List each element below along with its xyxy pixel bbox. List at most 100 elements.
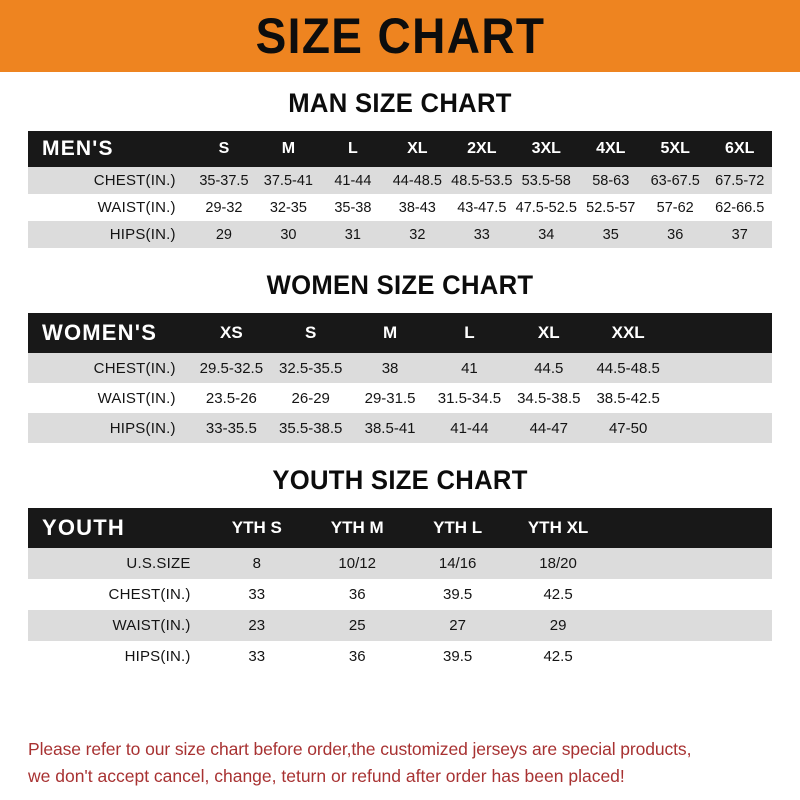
section-youth: YOUTH SIZE CHART YOUTH YTH S YTH M YTH L YTH… [28,443,772,672]
measurement-value: 57-62 [642,194,708,221]
size-column-header: YTH M [306,508,408,548]
measurement-label: HIPS(IN.) [28,641,207,672]
measurement-value: 35-37.5 [191,167,257,194]
measurement-value: 48.5-53.5 [449,167,515,194]
size-column-header: M [256,131,321,167]
measurement-value: 39.5 [407,641,508,672]
size-column-header: M [350,313,430,353]
measurement-value: 29.5-32.5 [191,353,272,383]
measurement-value: 32.5-35.5 [271,353,351,383]
measurement-value: 31 [320,221,386,248]
section-title-youth: YOUTH SIZE CHART [272,465,528,495]
table-header-row: WOMEN'S XS S M L XL XXL [28,313,772,353]
row-spacer [667,353,772,383]
size-column-header: YTH S [206,508,307,548]
measurement-value: 35-38 [320,194,386,221]
measurement-value: 29-32 [191,194,257,221]
table-row: CHEST(IN.) 33 36 39.5 42.5 [28,579,772,610]
table-row: WAIST(IN.) 29-32 32-35 35-38 38-43 43-47.5 47.… [28,194,772,221]
row-spacer [608,579,772,610]
measurement-value: 26-29 [271,383,351,413]
measurement-value: 44-47 [509,413,589,443]
measurement-value: 33-35.5 [191,413,272,443]
measurement-value: 63-67.5 [642,167,708,194]
measurement-value: 8 [206,548,307,579]
size-column-header: 5XL [642,131,708,167]
measurement-value: 23.5-26 [191,383,272,413]
measurement-value: 62-66.5 [707,194,772,221]
measurement-value: 14/16 [407,548,508,579]
measurement-label: WAIST(IN.) [28,610,207,641]
measurement-value: 41-44 [320,167,386,194]
measurement-label: WAIST(IN.) [28,194,192,221]
measurement-label: CHEST(IN.) [28,167,192,194]
table-row: CHEST(IN.) 29.5-32.5 32.5-35.5 38 41 44.5 44.5… [28,353,772,383]
measurement-value: 35 [578,221,643,248]
measurement-value: 52.5-57 [578,194,643,221]
measurement-label: HIPS(IN.) [28,413,192,443]
youth-size-table: YOUTH YTH S YTH M YTH L YTH XL U.S.SIZE 8 10/12… [28,508,772,672]
footer-note: Please refer to our size chart before or… [0,722,800,800]
measurement-value: 31.5-34.5 [429,383,510,413]
table-header-row: YOUTH YTH S YTH M YTH L YTH XL [28,508,772,548]
section-women: WOMEN SIZE CHART WOMEN'S XS S M L XL XXL CHEST(… [28,248,772,443]
table-row: WAIST(IN.) 23 25 27 29 [28,610,772,641]
size-column-header: S [271,313,351,353]
size-column-header: YTH XL [507,508,609,548]
row-spacer [608,610,772,641]
measurement-value: 36 [642,221,708,248]
size-column-header: XXL [588,313,668,353]
size-column-header: 3XL [514,131,579,167]
section-title-women: WOMEN SIZE CHART [266,270,534,300]
row-spacer [608,548,772,579]
size-column-header: 4XL [578,131,643,167]
measurement-value: 37.5-41 [256,167,321,194]
size-column-header: XL [385,131,450,167]
measurement-value: 27 [407,610,508,641]
size-column-header: XS [191,313,272,353]
measurement-value: 33 [206,641,307,672]
size-column-header: XL [509,313,589,353]
measurement-label: HIPS(IN.) [28,221,192,248]
measurement-value: 33 [206,579,307,610]
measurement-value: 32-35 [256,194,321,221]
measurement-value: 44.5-48.5 [588,353,668,383]
measurement-value: 53.5-58 [514,167,579,194]
measurement-value: 44-48.5 [385,167,450,194]
measurement-value: 38.5-41 [350,413,430,443]
measurement-label: U.S.SIZE [28,548,207,579]
measurement-label: WAIST(IN.) [28,383,192,413]
section-title-men: MAN SIZE CHART [288,88,512,118]
measurement-value: 42.5 [507,579,609,610]
measurement-value: 25 [306,610,408,641]
measurement-value: 47-50 [588,413,668,443]
measurement-value: 10/12 [306,548,408,579]
header-spacer [608,508,772,548]
measurement-value: 34 [514,221,579,248]
row-spacer [667,383,772,413]
footer-line-1: Please refer to our size chart before or… [28,738,692,759]
measurement-value: 29 [507,610,609,641]
measurement-value: 42.5 [507,641,609,672]
footer-line-2: we don't accept cancel, change, teturn o… [28,765,625,786]
measurement-value: 29 [191,221,257,248]
women-size-table: WOMEN'S XS S M L XL XXL CHEST(IN.) 29.5-32.5 32.5… [28,313,772,443]
section-men: MAN SIZE CHART MEN'S S M L XL 2XL 3XL 4XL 5XL 6XL… [28,72,772,248]
measurement-value: 36 [306,579,408,610]
measurement-value: 47.5-52.5 [514,194,579,221]
measurement-value: 38-43 [385,194,450,221]
page-banner: SIZE CHART [0,0,800,72]
size-column-header: L [320,131,386,167]
size-column-header: L [429,313,510,353]
measurement-value: 58-63 [578,167,643,194]
measurement-value: 23 [206,610,307,641]
measurement-value: 32 [385,221,450,248]
measurement-value: 41-44 [429,413,510,443]
table-corner-label: MEN'S [28,131,192,167]
measurement-value: 67.5-72 [707,167,772,194]
measurement-value: 44.5 [509,353,589,383]
header-spacer [667,313,772,353]
page-title: SIZE CHART [255,8,545,64]
table-corner-label: WOMEN'S [28,313,192,353]
